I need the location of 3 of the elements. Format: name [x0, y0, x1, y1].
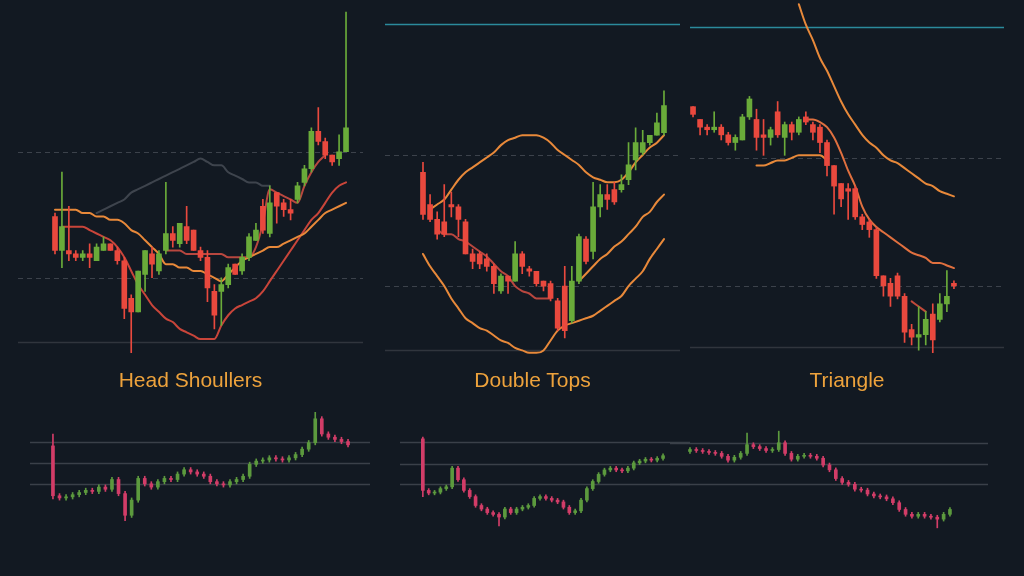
text: Head Shoullers: [118, 368, 263, 392]
text: Triangle: [809, 368, 885, 392]
text: Double Tops: [474, 368, 591, 392]
